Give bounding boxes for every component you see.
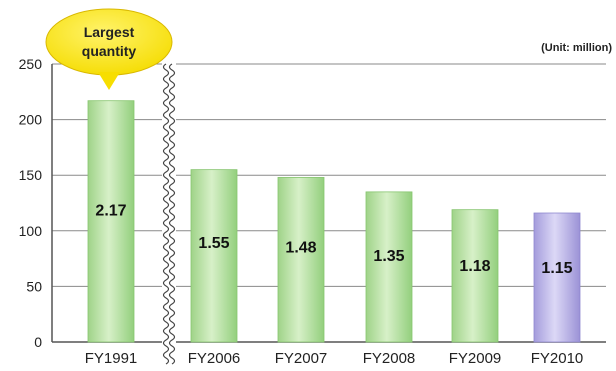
x-tick-label: FY1991 <box>85 350 138 367</box>
x-tick-label: FY2008 <box>363 350 416 367</box>
bars <box>87 100 581 343</box>
data-label: 2.17 <box>95 202 126 219</box>
axis-break-mark <box>162 62 176 365</box>
y-tick-label: 0 <box>34 334 42 350</box>
unit-note: (Unit: million) <box>541 42 612 54</box>
callout: Largest quantity <box>45 8 173 90</box>
y-tick-label: 50 <box>26 278 42 294</box>
x-axis-labels: FY1991 FY2006 FY2007 FY2008 FY2009 FY2010 <box>85 350 584 367</box>
data-label: 1.35 <box>373 248 404 265</box>
y-axis: 0 50 100 150 200 250 <box>19 56 53 350</box>
y-tick-label: 100 <box>19 223 43 239</box>
axis-break-line <box>162 63 170 365</box>
gridlines <box>52 63 606 343</box>
y-tick-label: 150 <box>19 167 43 183</box>
y-tick-label: 250 <box>19 56 43 72</box>
callout-bubble <box>45 8 173 76</box>
bar-fy2006 <box>190 169 238 343</box>
data-label: 1.18 <box>459 258 490 275</box>
callout-text-line2: quantity <box>82 43 137 59</box>
x-tick-label: FY2010 <box>531 350 584 367</box>
x-tick-label: FY2007 <box>275 350 328 367</box>
y-tick-label: 200 <box>19 112 43 128</box>
callout-tail <box>98 72 120 90</box>
x-tick-label: FY2009 <box>449 350 502 367</box>
data-label: 1.48 <box>285 240 316 257</box>
x-tick-label: FY2006 <box>188 350 241 367</box>
bar-fy2009 <box>451 209 499 343</box>
bar-fy2007 <box>277 177 325 343</box>
bar-fy1991 <box>87 100 135 343</box>
data-labels: 2.17 1.55 1.48 1.35 1.18 1.15 <box>95 202 572 277</box>
callout-text-line1: Largest <box>84 24 135 40</box>
bar-fy2010 <box>533 212 581 343</box>
data-label: 1.55 <box>198 235 229 252</box>
axis-break-line <box>168 63 176 365</box>
data-label: 1.15 <box>541 260 572 277</box>
bar-fy2008 <box>365 191 413 343</box>
